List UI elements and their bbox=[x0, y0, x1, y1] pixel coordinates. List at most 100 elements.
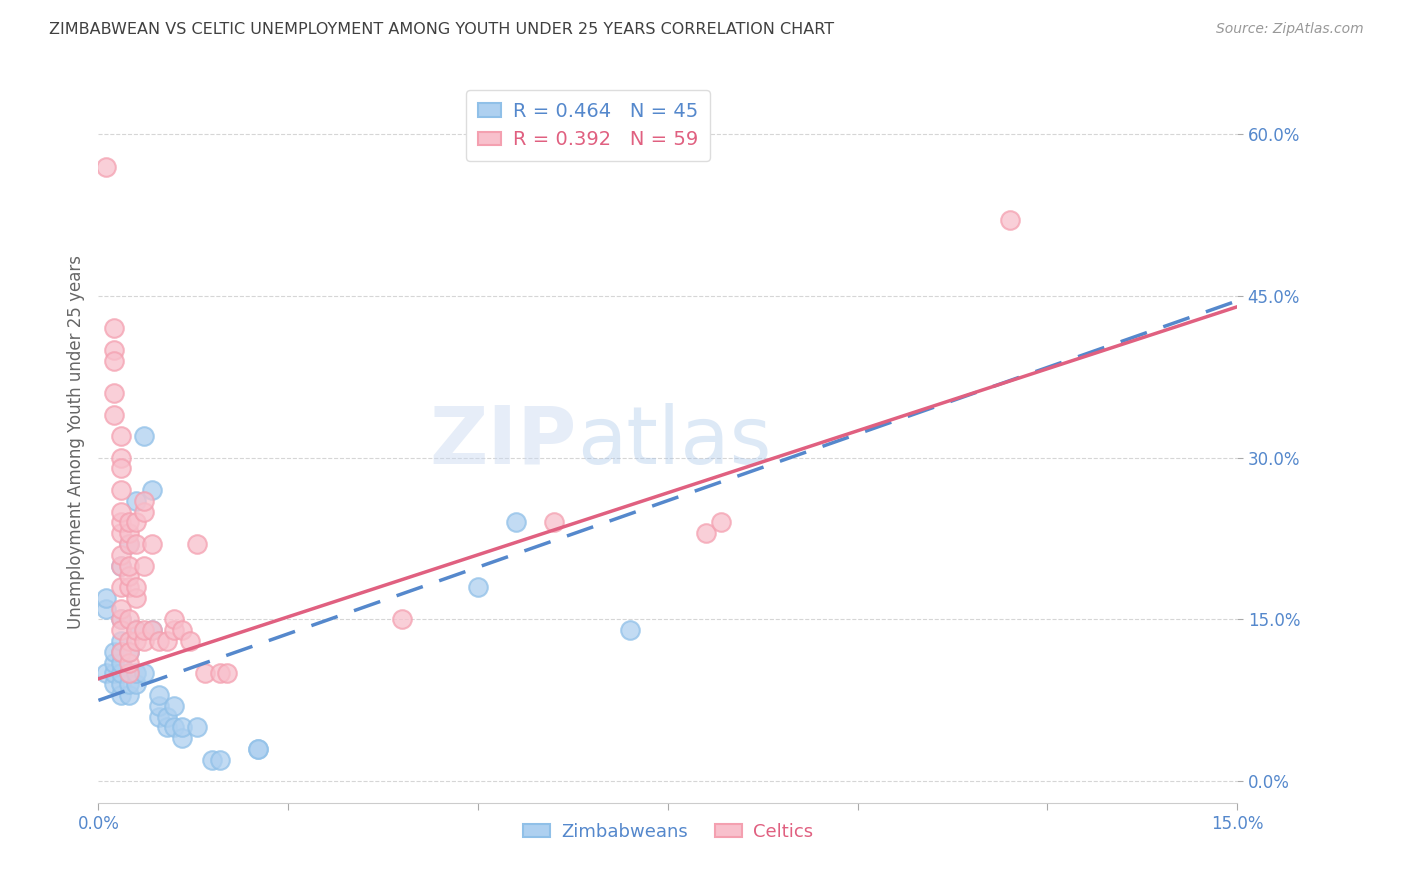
Point bbox=[141, 624, 163, 638]
Point bbox=[132, 429, 155, 443]
Text: ZIMBABWEAN VS CELTIC UNEMPLOYMENT AMONG YOUTH UNDER 25 YEARS CORRELATION CHART: ZIMBABWEAN VS CELTIC UNEMPLOYMENT AMONG … bbox=[49, 22, 834, 37]
Point bbox=[125, 580, 148, 594]
Point bbox=[118, 612, 141, 626]
Point bbox=[103, 677, 125, 691]
Point bbox=[110, 580, 132, 594]
Point bbox=[118, 537, 141, 551]
Point bbox=[246, 742, 269, 756]
Point bbox=[125, 591, 148, 605]
Point bbox=[619, 624, 641, 638]
Point bbox=[118, 688, 141, 702]
Point bbox=[110, 612, 132, 626]
Point bbox=[141, 537, 163, 551]
Point bbox=[118, 634, 141, 648]
Point bbox=[163, 720, 186, 734]
Point bbox=[103, 656, 125, 670]
Point bbox=[391, 612, 413, 626]
Point bbox=[110, 558, 132, 573]
Point bbox=[94, 591, 117, 605]
Point bbox=[118, 666, 141, 681]
Point bbox=[125, 634, 148, 648]
Point bbox=[110, 505, 132, 519]
Point bbox=[132, 624, 155, 638]
Text: atlas: atlas bbox=[576, 402, 770, 481]
Point bbox=[118, 645, 141, 659]
Point bbox=[125, 624, 148, 638]
Point bbox=[110, 645, 132, 659]
Point bbox=[110, 666, 132, 681]
Point bbox=[94, 601, 117, 615]
Point bbox=[163, 698, 186, 713]
Point bbox=[125, 677, 148, 691]
Text: Source: ZipAtlas.com: Source: ZipAtlas.com bbox=[1216, 22, 1364, 37]
Legend: Zimbabweans, Celtics: Zimbabweans, Celtics bbox=[516, 815, 820, 848]
Point bbox=[110, 688, 132, 702]
Point bbox=[110, 624, 132, 638]
Point bbox=[110, 450, 132, 465]
Point bbox=[141, 624, 163, 638]
Point bbox=[246, 742, 269, 756]
Point bbox=[132, 505, 155, 519]
Point bbox=[118, 537, 141, 551]
Point bbox=[103, 353, 125, 368]
Point bbox=[186, 720, 208, 734]
Point bbox=[118, 526, 141, 541]
Point bbox=[186, 537, 208, 551]
Y-axis label: Unemployment Among Youth under 25 years: Unemployment Among Youth under 25 years bbox=[66, 254, 84, 629]
Point bbox=[103, 666, 125, 681]
Point bbox=[118, 645, 141, 659]
Point bbox=[110, 516, 132, 530]
Point bbox=[110, 429, 132, 443]
Point bbox=[103, 645, 125, 659]
Text: ZIP: ZIP bbox=[429, 402, 576, 481]
Point bbox=[118, 677, 141, 691]
Point bbox=[156, 634, 179, 648]
Point bbox=[110, 558, 132, 573]
Point bbox=[110, 677, 132, 691]
Point bbox=[543, 516, 565, 530]
Point bbox=[125, 624, 148, 638]
Point bbox=[125, 516, 148, 530]
Point bbox=[132, 493, 155, 508]
Point bbox=[156, 709, 179, 723]
Point bbox=[170, 720, 193, 734]
Point bbox=[103, 408, 125, 422]
Point bbox=[103, 386, 125, 401]
Point bbox=[217, 666, 239, 681]
Point bbox=[110, 612, 132, 626]
Point bbox=[148, 634, 170, 648]
Point bbox=[103, 343, 125, 357]
Point bbox=[148, 709, 170, 723]
Point bbox=[163, 612, 186, 626]
Point bbox=[125, 537, 148, 551]
Point bbox=[110, 645, 132, 659]
Point bbox=[194, 666, 217, 681]
Point bbox=[505, 516, 527, 530]
Point bbox=[110, 461, 132, 475]
Point bbox=[170, 624, 193, 638]
Point bbox=[156, 720, 179, 734]
Point bbox=[998, 213, 1021, 227]
Point bbox=[132, 666, 155, 681]
Point bbox=[125, 666, 148, 681]
Point bbox=[141, 483, 163, 497]
Point bbox=[170, 731, 193, 745]
Point bbox=[467, 580, 489, 594]
Point bbox=[118, 656, 141, 670]
Point bbox=[118, 666, 141, 681]
Point bbox=[110, 634, 132, 648]
Point bbox=[695, 526, 717, 541]
Point bbox=[118, 569, 141, 583]
Point bbox=[110, 656, 132, 670]
Point bbox=[110, 548, 132, 562]
Point bbox=[148, 688, 170, 702]
Point bbox=[201, 753, 224, 767]
Point bbox=[118, 558, 141, 573]
Point bbox=[110, 483, 132, 497]
Point bbox=[710, 516, 733, 530]
Point bbox=[118, 516, 141, 530]
Point bbox=[110, 601, 132, 615]
Point bbox=[208, 666, 231, 681]
Point bbox=[148, 698, 170, 713]
Point bbox=[118, 580, 141, 594]
